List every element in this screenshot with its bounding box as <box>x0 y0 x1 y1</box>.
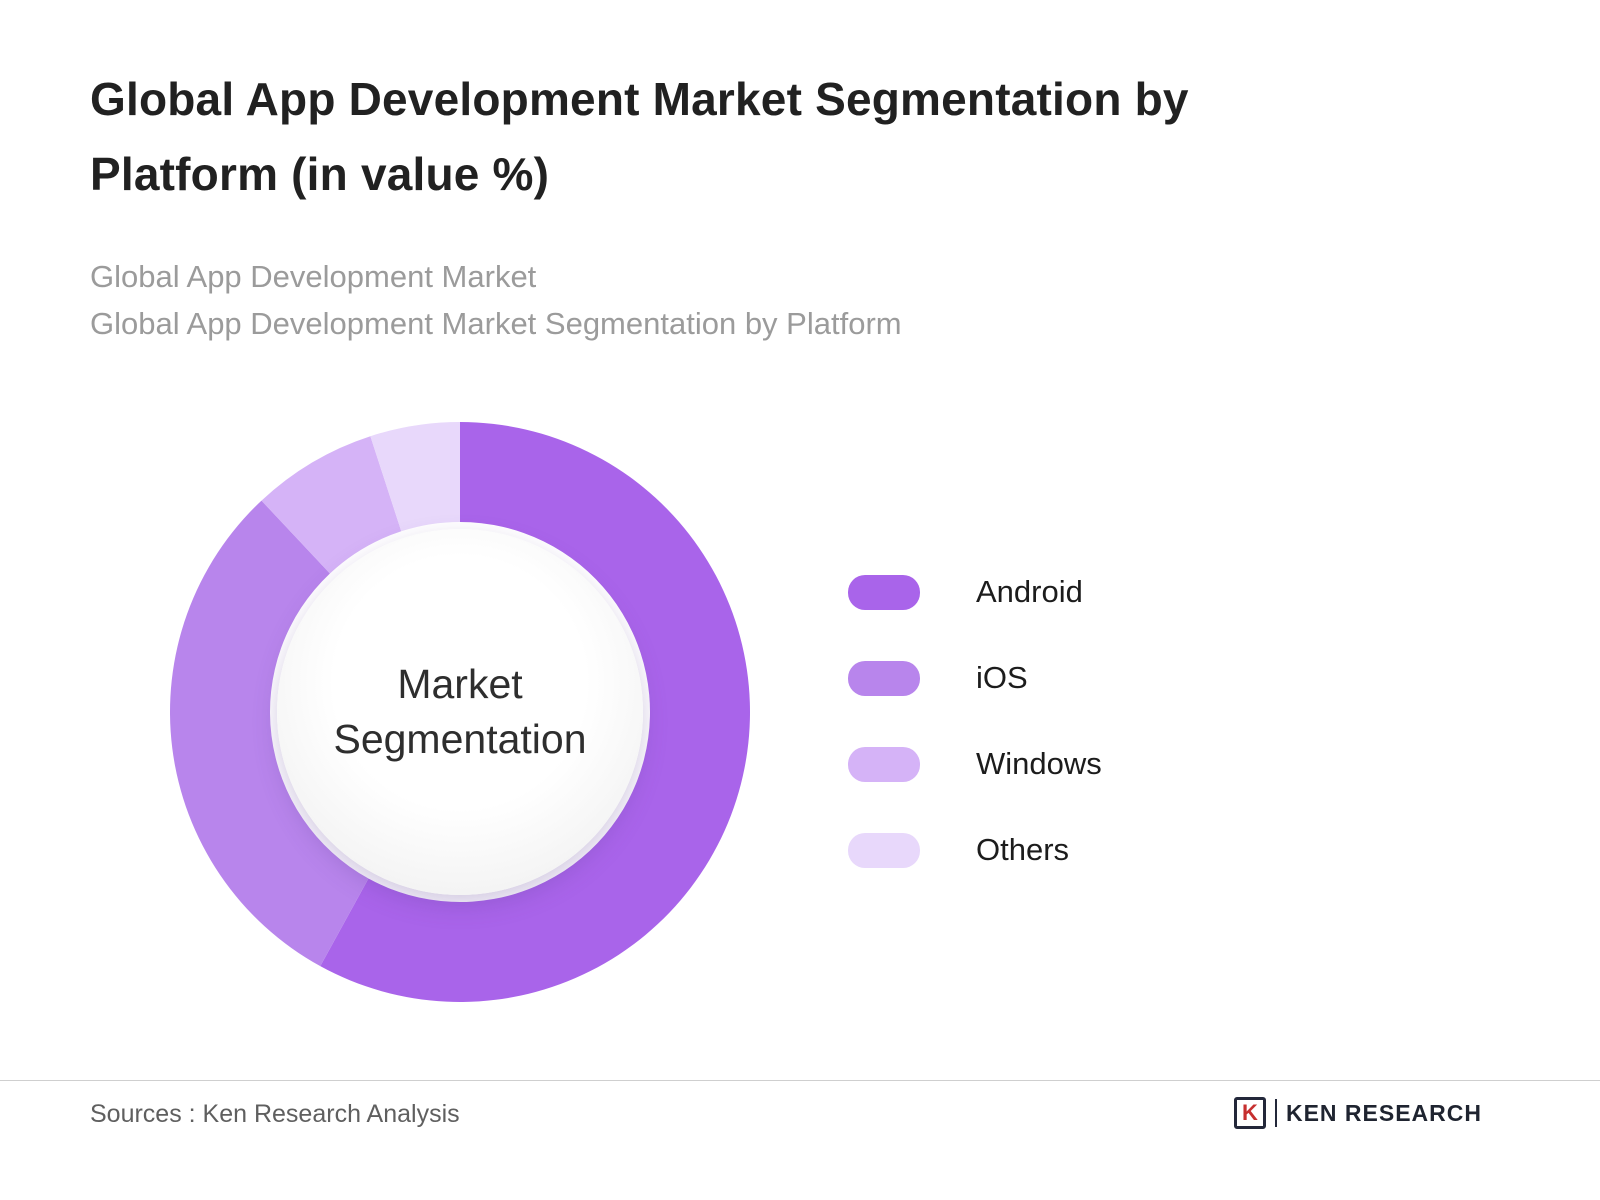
subtitle-line-2: Global App Development Market Segmentati… <box>90 305 902 341</box>
legend-item-windows: Windows <box>848 746 1102 782</box>
legend-item-others: Others <box>848 832 1102 868</box>
legend-label-ios: iOS <box>976 660 1028 695</box>
donut-segment-android <box>320 422 750 1002</box>
logo-separator <box>1274 1099 1277 1127</box>
ken-research-logo-icon: K <box>1233 1097 1266 1129</box>
legend-label-android: Android <box>976 574 1083 609</box>
sources-note: Sources : Ken Research Analysis <box>90 1100 460 1128</box>
legend-swatch-android <box>848 574 920 610</box>
logo-text: KEN RESEARCH <box>1285 1099 1482 1126</box>
donut-center-label: Market Segmentation <box>333 660 587 762</box>
page-title: Global App Development Market Segmentati… <box>90 73 1189 200</box>
donut-chart-svg <box>170 422 750 1002</box>
donut-chart <box>160 412 760 1012</box>
footer-divider <box>0 1080 1600 1081</box>
legend-item-ios: iOS <box>848 660 1102 696</box>
legend-label-others: Others <box>976 832 1070 867</box>
donut-center-circle: Market Segmentation <box>277 529 643 895</box>
subtitle-line-1: Global App Development Market <box>90 259 537 294</box>
chart-subtitle: Global App Development Market Global App… <box>90 254 902 347</box>
legend-swatch-ios <box>848 660 920 696</box>
ken-research-logo: K KEN RESEARCH <box>1233 1097 1482 1129</box>
legend-label-windows: Windows <box>976 746 1102 781</box>
donut-segment-others <box>370 422 460 532</box>
legend-swatch-windows <box>848 746 920 782</box>
donut-segment-windows <box>261 436 402 574</box>
legend-swatch-others <box>848 832 920 868</box>
donut-segment-ios <box>170 500 369 967</box>
legend-item-android: Android <box>848 574 1102 610</box>
chart-legend: Android iOS Windows Others <box>848 574 1102 868</box>
